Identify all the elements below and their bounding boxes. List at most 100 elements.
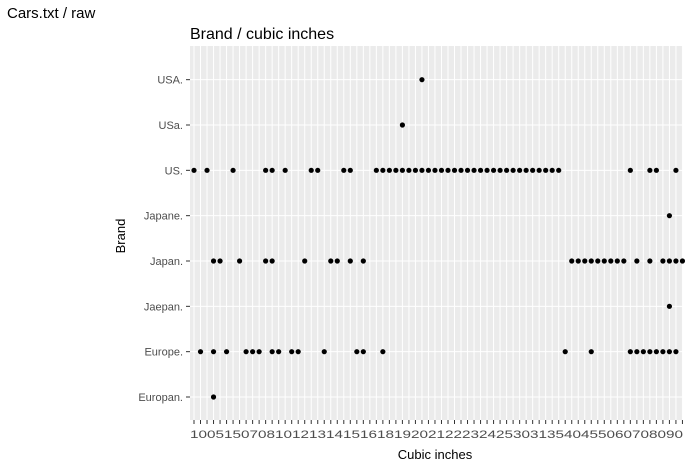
data-point (419, 167, 425, 173)
data-point (230, 167, 236, 173)
y-tick-label: USA. (157, 75, 183, 87)
y-tick-label: Japane. (144, 211, 183, 223)
data-point (627, 167, 633, 173)
data-point (412, 167, 419, 173)
data-point (347, 258, 353, 264)
data-point (360, 349, 366, 355)
data-point (432, 167, 438, 173)
data-point (204, 167, 210, 173)
data-point (373, 167, 379, 173)
y-axis-title: Brand (113, 219, 128, 254)
data-point (634, 349, 640, 355)
data-point (256, 349, 262, 355)
data-point (360, 258, 366, 264)
data-point (660, 258, 666, 264)
y-tick-label: Japan. (150, 256, 183, 268)
data-point (295, 349, 301, 355)
data-point (556, 167, 562, 173)
data-point (282, 167, 288, 173)
data-point (673, 167, 679, 173)
data-point (250, 349, 256, 355)
data-point (276, 349, 282, 355)
data-point (484, 167, 490, 173)
data-point (445, 167, 451, 173)
data-point (386, 167, 392, 173)
data-point (666, 213, 673, 219)
data-point (289, 349, 295, 355)
y-tick-label: Europan. (138, 392, 183, 404)
data-point (451, 167, 458, 173)
data-point (595, 258, 601, 264)
data-point (425, 167, 432, 173)
data-point (217, 258, 223, 264)
data-point (621, 258, 627, 264)
data-point (399, 167, 406, 173)
y-tick-label: US. (165, 165, 183, 177)
data-point (575, 258, 581, 264)
data-point (653, 167, 659, 173)
data-point (458, 167, 464, 173)
data-point (236, 258, 243, 264)
data-point (582, 258, 588, 264)
data-point (334, 258, 340, 264)
data-point (321, 349, 327, 355)
data-point (347, 167, 353, 173)
data-point (588, 349, 594, 355)
data-point (536, 167, 542, 173)
data-point (243, 349, 249, 355)
plot-panel (190, 46, 686, 420)
data-point (517, 167, 523, 173)
data-point (191, 167, 197, 173)
data-point (647, 258, 653, 264)
data-point (497, 167, 503, 173)
data-point (510, 167, 516, 173)
data-point (210, 394, 217, 400)
data-point (673, 258, 679, 264)
data-point (666, 258, 673, 264)
data-point (223, 349, 230, 355)
data-point (490, 167, 497, 173)
data-point (660, 349, 666, 355)
data-point (614, 258, 620, 264)
data-point (263, 167, 269, 173)
data-point (523, 167, 529, 173)
data-point (328, 258, 334, 264)
plot-background (190, 46, 683, 420)
x-tick-labels: 1005150708101213141516181920212223242530… (190, 429, 683, 441)
data-point (197, 349, 204, 355)
data-point (679, 258, 686, 264)
data-point (406, 167, 412, 173)
data-point (627, 349, 633, 355)
data-point (562, 349, 568, 355)
data-point (269, 349, 275, 355)
data-point (530, 167, 536, 173)
data-point (588, 258, 594, 264)
data-point (569, 258, 575, 264)
data-point (269, 167, 275, 173)
data-point (419, 77, 425, 83)
y-tick-label: Europe. (144, 347, 183, 359)
data-point (210, 349, 217, 355)
data-point (269, 258, 275, 264)
chart-title: Brand / cubic inches (190, 26, 334, 43)
data-point (354, 349, 360, 355)
data-point (438, 167, 445, 173)
data-point (302, 258, 308, 264)
data-point (647, 349, 653, 355)
data-point (601, 258, 607, 264)
data-point (341, 167, 347, 173)
data-point (263, 258, 269, 264)
data-point (634, 258, 640, 264)
data-point (380, 167, 386, 173)
data-point (210, 258, 217, 264)
data-point (315, 167, 321, 173)
data-point (647, 167, 653, 173)
data-point (471, 167, 477, 173)
data-point (477, 167, 484, 173)
window-title: Cars.txt / raw (7, 5, 96, 22)
data-point (673, 349, 679, 355)
data-point (549, 167, 555, 173)
data-point (543, 167, 549, 173)
data-point (666, 349, 673, 355)
